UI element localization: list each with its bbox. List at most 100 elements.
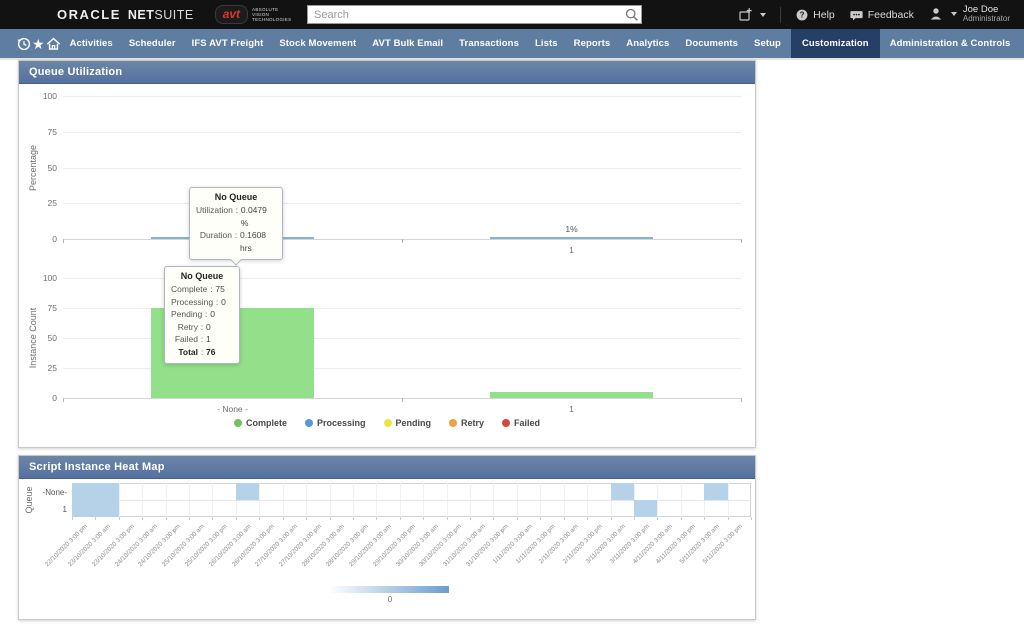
nav-item-lists[interactable]: Lists [534,38,558,49]
legend-dot-icon [449,419,457,427]
create-new-button[interactable] [737,7,767,23]
heatmap-cell[interactable] [95,500,119,517]
legend-label: Pending [395,418,432,428]
search-input[interactable] [308,8,623,21]
x-category-label: - None - [217,404,248,414]
nav-divider [0,58,1024,60]
oracle-netsuite-logo[interactable]: ORACLE NET SUITE [57,7,194,22]
gridline-y75 [63,308,741,309]
tooltip-row-value: 1 [206,334,211,344]
heatmap-cell[interactable] [610,483,634,500]
tooltip-row-colon: : [205,309,208,319]
avt-badge: avt [214,5,249,24]
caret-down-icon [950,12,957,17]
nav-item-ifs-avt-freight[interactable]: IFS AVT Freight [191,38,264,49]
user-role-menu[interactable]: Joe Doe Administrator [928,3,1010,24]
help-button[interactable]: ? Help [795,8,835,22]
shortcuts-button[interactable]: ★ [32,29,45,58]
heatmap-panel: Script Instance Heat Map Queue 0 -None- 1… [18,455,756,620]
tooltip-row-value: 76 [206,346,216,357]
nav-item-avt-bulk-email[interactable]: AVT Bulk Email [372,38,444,49]
main-nav-items: Activities Scheduler IFS AVT Freight Stock … [62,29,1024,58]
queue-utilization-charts: Percentage Instance Count Complete Proces… [19,84,755,447]
heatmap-axis-tick [142,517,144,520]
feedback-button[interactable]: Feedback [849,8,914,22]
x-axis-tick [402,239,403,243]
home-button[interactable] [45,29,62,58]
tooltip-row-label: Pending [171,309,203,319]
heatmap-axis-tick [680,517,682,520]
nav-item-stock-movement[interactable]: Stock Movement [279,38,357,49]
heatmap-cell[interactable] [704,483,728,500]
heatmap-axis-tick [540,517,542,520]
tooltip-row: Retry:0 [171,321,233,334]
tooltip-row: Failed:1 [171,333,233,346]
heatmap-axis-tick [72,517,73,520]
recent-records-button[interactable] [16,29,32,58]
bar-1[interactable] [490,237,653,239]
tooltip-row-label: Total [178,346,198,357]
nav-item-customization[interactable]: Customization [790,29,880,58]
legend-label: Retry [461,418,485,428]
heatmap-axis-tick [329,517,331,520]
tooltip-row-colon: : [234,230,238,240]
x-axis-tick [63,398,64,402]
tooltip-row-value: 0.1608 hrs [240,230,266,253]
heatmap-axis-tick [118,517,120,520]
nav-item-analytics[interactable]: Analytics [626,38,670,49]
legend-label: Complete [245,418,287,428]
gridline-y50 [63,167,741,169]
y-tick-label: 50 [47,162,57,173]
heatmap-axis-tick [95,517,97,520]
avt-company-logo: avt ABSOLUTE VISION TECHNOLOGIES [214,5,292,24]
legend-label: Failed [514,418,541,428]
heatmap-cell[interactable] [95,483,119,500]
tooltip-row-colon: : [200,334,204,344]
tooltip-row: Pending:0 [171,308,233,321]
search-icon[interactable] [623,7,641,23]
nav-item-setup[interactable]: Setup [754,38,781,49]
heatmap-row-label: 1 [62,504,67,514]
tooltip-row-label: Utilization [196,205,233,215]
header-actions: ? Help Feedback J [723,0,1010,29]
heatmap-axis-tick [189,517,191,520]
heatmap-color-scale [331,586,449,593]
heatmap-panel-header[interactable]: Script Instance Heat Map [19,456,755,479]
queue-utilization-panel-header[interactable]: Queue Utilization [19,61,755,84]
legend-item-retry[interactable]: Retry [449,418,484,428]
heatmap-cell[interactable] [72,483,96,500]
gridline-y100 [63,96,741,97]
nav-item-documents[interactable]: Documents [685,38,739,49]
chart-legend: Complete Processing Pending Retry Failed [19,418,755,428]
header-divider [780,6,782,23]
legend-item-processing[interactable]: Processing [304,418,366,428]
user-name: Joe Doe [962,3,999,15]
gridline-y50 [63,338,741,339]
heatmap-cell[interactable] [633,500,658,517]
tooltip-row-value: 0 [221,296,226,307]
nav-item-scheduler[interactable]: Scheduler [128,38,176,49]
y-tick-label: 0 [52,234,57,244]
nav-item-reports[interactable]: Reports [573,38,611,49]
bar-1[interactable] [490,392,653,398]
heatmap-cell[interactable] [235,483,260,500]
heatmap-cell[interactable] [72,500,96,517]
nav-item-administration-controls[interactable]: Administration & Controls [889,38,1011,49]
history-clock-icon [17,37,31,50]
legend-item-pending[interactable]: Pending [383,418,432,428]
x-axis-tick [63,239,64,243]
netsuite-logo-text: NET [127,8,155,22]
nav-item-transactions[interactable]: Transactions [459,38,519,49]
nav-item-activities[interactable]: Activities [69,38,113,49]
tooltip-title: No Queue [214,192,258,202]
heatmap-axis-tick [704,517,706,520]
tooltip-row-label: Processing [171,296,214,307]
legend-label: Processing [316,418,366,428]
legend-item-complete[interactable]: Complete [233,418,287,428]
nav-item-more[interactable]: ... [1018,29,1024,58]
gridline-y25 [63,203,741,205]
legend-item-failed[interactable]: Failed [502,418,540,428]
tooltip-row-label: Complete [171,284,208,294]
queue-utilization-panel: Queue Utilization Percentage Instance Co… [18,60,756,448]
